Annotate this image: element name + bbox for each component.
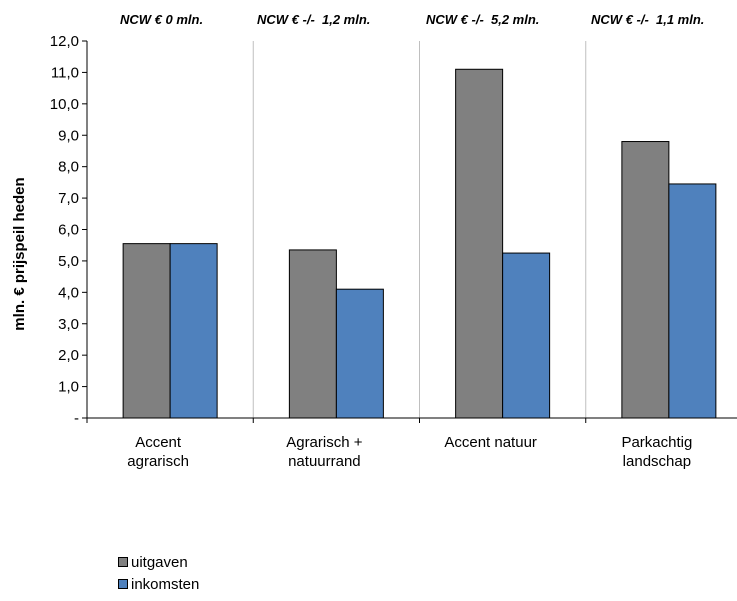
category-label-line: natuurrand xyxy=(288,453,361,470)
grid-lines xyxy=(252,41,587,418)
y-tick-labels: - 1,0 2,0 3,0 4,0 5,0 6,0 7,0 8,0 9,0 10,0 11,0 12,0 xyxy=(50,33,79,427)
category-label-line: landschap xyxy=(623,453,691,470)
legend-swatch-inkomsten xyxy=(118,579,128,589)
bar-inkomsten-2 xyxy=(502,252,551,419)
y-tick-label: 10,0 xyxy=(50,96,79,113)
legend-swatch-uitgaven xyxy=(118,557,128,567)
legend-item-uitgaven: uitgaven xyxy=(118,551,199,573)
y-tick-label: 6,0 xyxy=(58,222,79,239)
category-label: Agrarisch + natuurrand xyxy=(286,434,363,470)
y-tick-label: 5,0 xyxy=(58,253,79,270)
y-tick-label: 2,0 xyxy=(58,347,79,364)
category-label-line: agrarisch xyxy=(127,453,189,470)
y-axis-label: mln. € prijspeil heden xyxy=(11,177,28,330)
y-tick-label: 12,0 xyxy=(50,33,79,50)
ncw-annotation: NCW € -/- 1,1 mln. xyxy=(591,12,704,27)
bar-uitgaven-0 xyxy=(122,243,171,419)
ncw-annotation: NCW € -/- 5,2 mln. xyxy=(426,12,539,27)
bar-inkomsten-0 xyxy=(169,243,218,419)
y-tick-label: 4,0 xyxy=(58,284,79,301)
category-label-line: Accent xyxy=(135,434,182,451)
bar-uitgaven-1 xyxy=(288,249,337,419)
category-labels: Accent agrarisch Agrarisch + natuurrand Acce… xyxy=(127,434,692,470)
ncw-annotation: NCW € 0 mln. xyxy=(120,12,203,27)
y-tick-label: 3,0 xyxy=(58,316,79,333)
y-tick-label: 1,0 xyxy=(58,379,79,396)
axes xyxy=(82,40,737,423)
bar-uitgaven-2 xyxy=(455,68,504,419)
category-label: Accent natuur xyxy=(444,434,537,451)
legend: uitgaven inkomsten xyxy=(118,551,199,595)
ncw-annotation: NCW € -/- 1,2 mln. xyxy=(257,12,370,27)
category-label: Parkachtig landschap xyxy=(621,434,692,470)
bar-inkomsten-1 xyxy=(335,288,384,419)
legend-item-inkomsten: inkomsten xyxy=(118,573,199,595)
bar-uitgaven-3 xyxy=(621,141,670,419)
y-tick-label: 11,0 xyxy=(51,64,79,81)
y-tick-label: - xyxy=(74,410,79,427)
category-label-line: Accent natuur xyxy=(444,434,537,451)
y-tick-label: 7,0 xyxy=(58,190,79,207)
category-label-line: Agrarisch + xyxy=(286,434,363,451)
bars xyxy=(122,68,717,419)
legend-label-uitgaven: uitgaven xyxy=(131,553,188,571)
bar-inkomsten-3 xyxy=(668,183,717,419)
legend-label-inkomsten: inkomsten xyxy=(131,575,200,593)
category-label: Accent agrarisch xyxy=(127,434,189,470)
y-tick-label: 9,0 xyxy=(58,127,79,144)
category-label-line: Parkachtig xyxy=(621,434,692,451)
ncw-annotations: NCW € 0 mln. NCW € -/- 1,2 mln. NCW € -/- … xyxy=(120,12,704,27)
y-tick-label: 8,0 xyxy=(58,159,79,176)
